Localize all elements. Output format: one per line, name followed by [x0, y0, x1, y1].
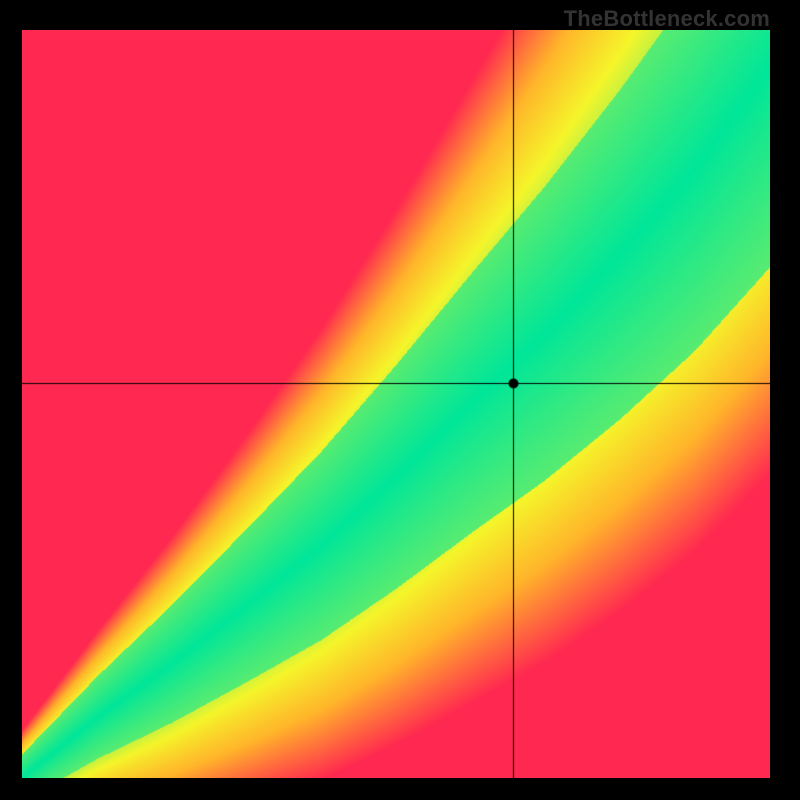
watermark-label: TheBottleneck.com: [564, 6, 770, 32]
chart-container: TheBottleneck.com: [0, 0, 800, 800]
bottleneck-heatmap: [22, 30, 770, 778]
